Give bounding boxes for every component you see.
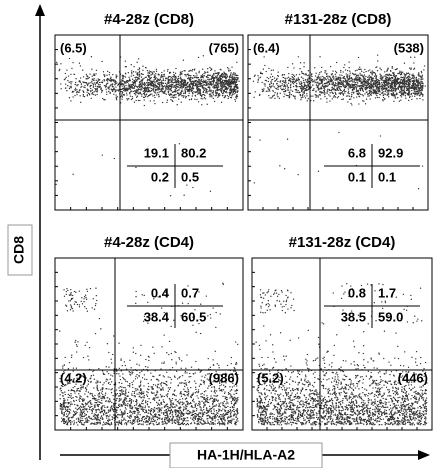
plot-frame <box>54 34 244 211</box>
panel-title: #4-28z (CD4) <box>104 234 194 251</box>
panel: #131-28z (CD8) (6.4) (538) 6.8 92.9 0.1 0.1 <box>247 11 429 211</box>
quadrant-percent: 80.2 <box>181 145 206 160</box>
mfi-label: (986) <box>209 370 239 385</box>
quadrant-percent: 1.7 <box>378 285 396 300</box>
mfi-label: (4.2) <box>60 370 87 385</box>
quadrant-percent: 0.8 <box>348 285 366 300</box>
quadrant-percent: 0.5 <box>181 169 199 184</box>
y-label-box <box>7 224 33 276</box>
quadrant-percent: 38.5 <box>341 309 366 324</box>
plot-frame <box>54 257 244 431</box>
mfi-label: (446) <box>398 370 428 385</box>
panel: #4-28z (CD4) (4.2) (986) 0.4 0.7 38.4 60.5 <box>54 234 244 431</box>
mfi-label: (6.4) <box>253 40 280 55</box>
quadrant-percent: 0.1 <box>378 169 396 184</box>
quadrant-percent: 19.1 <box>144 145 169 160</box>
quadrant-percent: 0.4 <box>151 285 170 300</box>
cell-dots <box>252 54 426 190</box>
panel: #131-28z (CD4) (5.2) (446) 0.8 1.7 38.5 59.0 <box>251 234 433 431</box>
quadrant-percent: 59.0 <box>378 309 403 324</box>
panel-title: #131-28z (CD8) <box>285 11 392 28</box>
x-arrow-head <box>418 450 430 460</box>
mfi-label: (765) <box>209 40 239 55</box>
x-label-box <box>169 442 323 468</box>
y-axis-label: CD8 <box>11 236 27 264</box>
quadrant-percent: 0.2 <box>151 169 169 184</box>
panel-title: #131-28z (CD4) <box>289 234 396 251</box>
y-arrow-head <box>35 4 45 16</box>
plot-frame <box>247 34 429 211</box>
x-axis-label: HA-1H/HLA-A2 <box>197 447 295 463</box>
cell-dots <box>55 55 240 197</box>
cell-dots <box>255 283 428 426</box>
quadrant-percent: 60.5 <box>181 309 206 324</box>
mfi-label: (6.5) <box>60 40 87 55</box>
quadrant-percent: 92.9 <box>378 145 403 160</box>
panel: #4-28z (CD8) (6.5) (765) 19.1 80.2 0.2 0.5 <box>54 11 244 211</box>
mfi-label: (5.2) <box>257 370 284 385</box>
quadrant-percent: 38.4 <box>144 309 170 324</box>
panel-title: #4-28z (CD8) <box>104 11 194 28</box>
mfi-label: (538) <box>394 40 424 55</box>
quadrant-percent: 0.1 <box>348 169 366 184</box>
quadrant-percent: 6.8 <box>348 145 366 160</box>
cell-dots <box>59 282 239 426</box>
quadrant-percent: 0.7 <box>181 285 199 300</box>
